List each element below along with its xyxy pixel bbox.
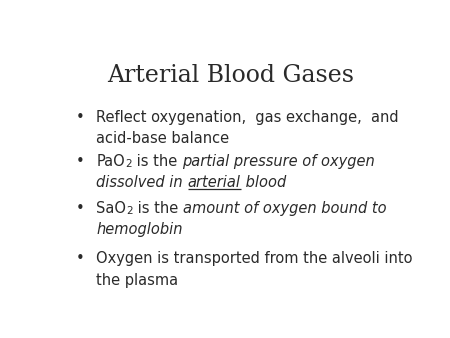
Text: is the: is the (133, 201, 183, 216)
Text: is the: is the (132, 154, 182, 169)
Text: 2: 2 (125, 160, 132, 169)
Text: the plasma: the plasma (96, 273, 179, 288)
Text: partial pressure of oxygen: partial pressure of oxygen (182, 154, 374, 169)
Text: arterial: arterial (188, 175, 241, 190)
Text: SaO: SaO (96, 201, 126, 216)
Text: PaO: PaO (96, 154, 125, 169)
Text: hemoglobin: hemoglobin (96, 222, 183, 237)
Text: Oxygen is transported from the alveoli into: Oxygen is transported from the alveoli i… (96, 251, 413, 266)
Text: dissolved in: dissolved in (96, 175, 188, 190)
Text: •: • (76, 110, 84, 124)
Text: blood: blood (241, 175, 286, 190)
Text: •: • (76, 154, 84, 169)
Text: acid-base balance: acid-base balance (96, 131, 230, 146)
Text: •: • (76, 201, 84, 216)
Text: amount of oxygen bound to: amount of oxygen bound to (183, 201, 387, 216)
Text: Arterial Blood Gases: Arterial Blood Gases (107, 64, 354, 87)
Text: Reflect oxygenation,  gas exchange,  and: Reflect oxygenation, gas exchange, and (96, 110, 399, 124)
Text: •: • (76, 251, 84, 266)
Text: 2: 2 (126, 206, 133, 216)
